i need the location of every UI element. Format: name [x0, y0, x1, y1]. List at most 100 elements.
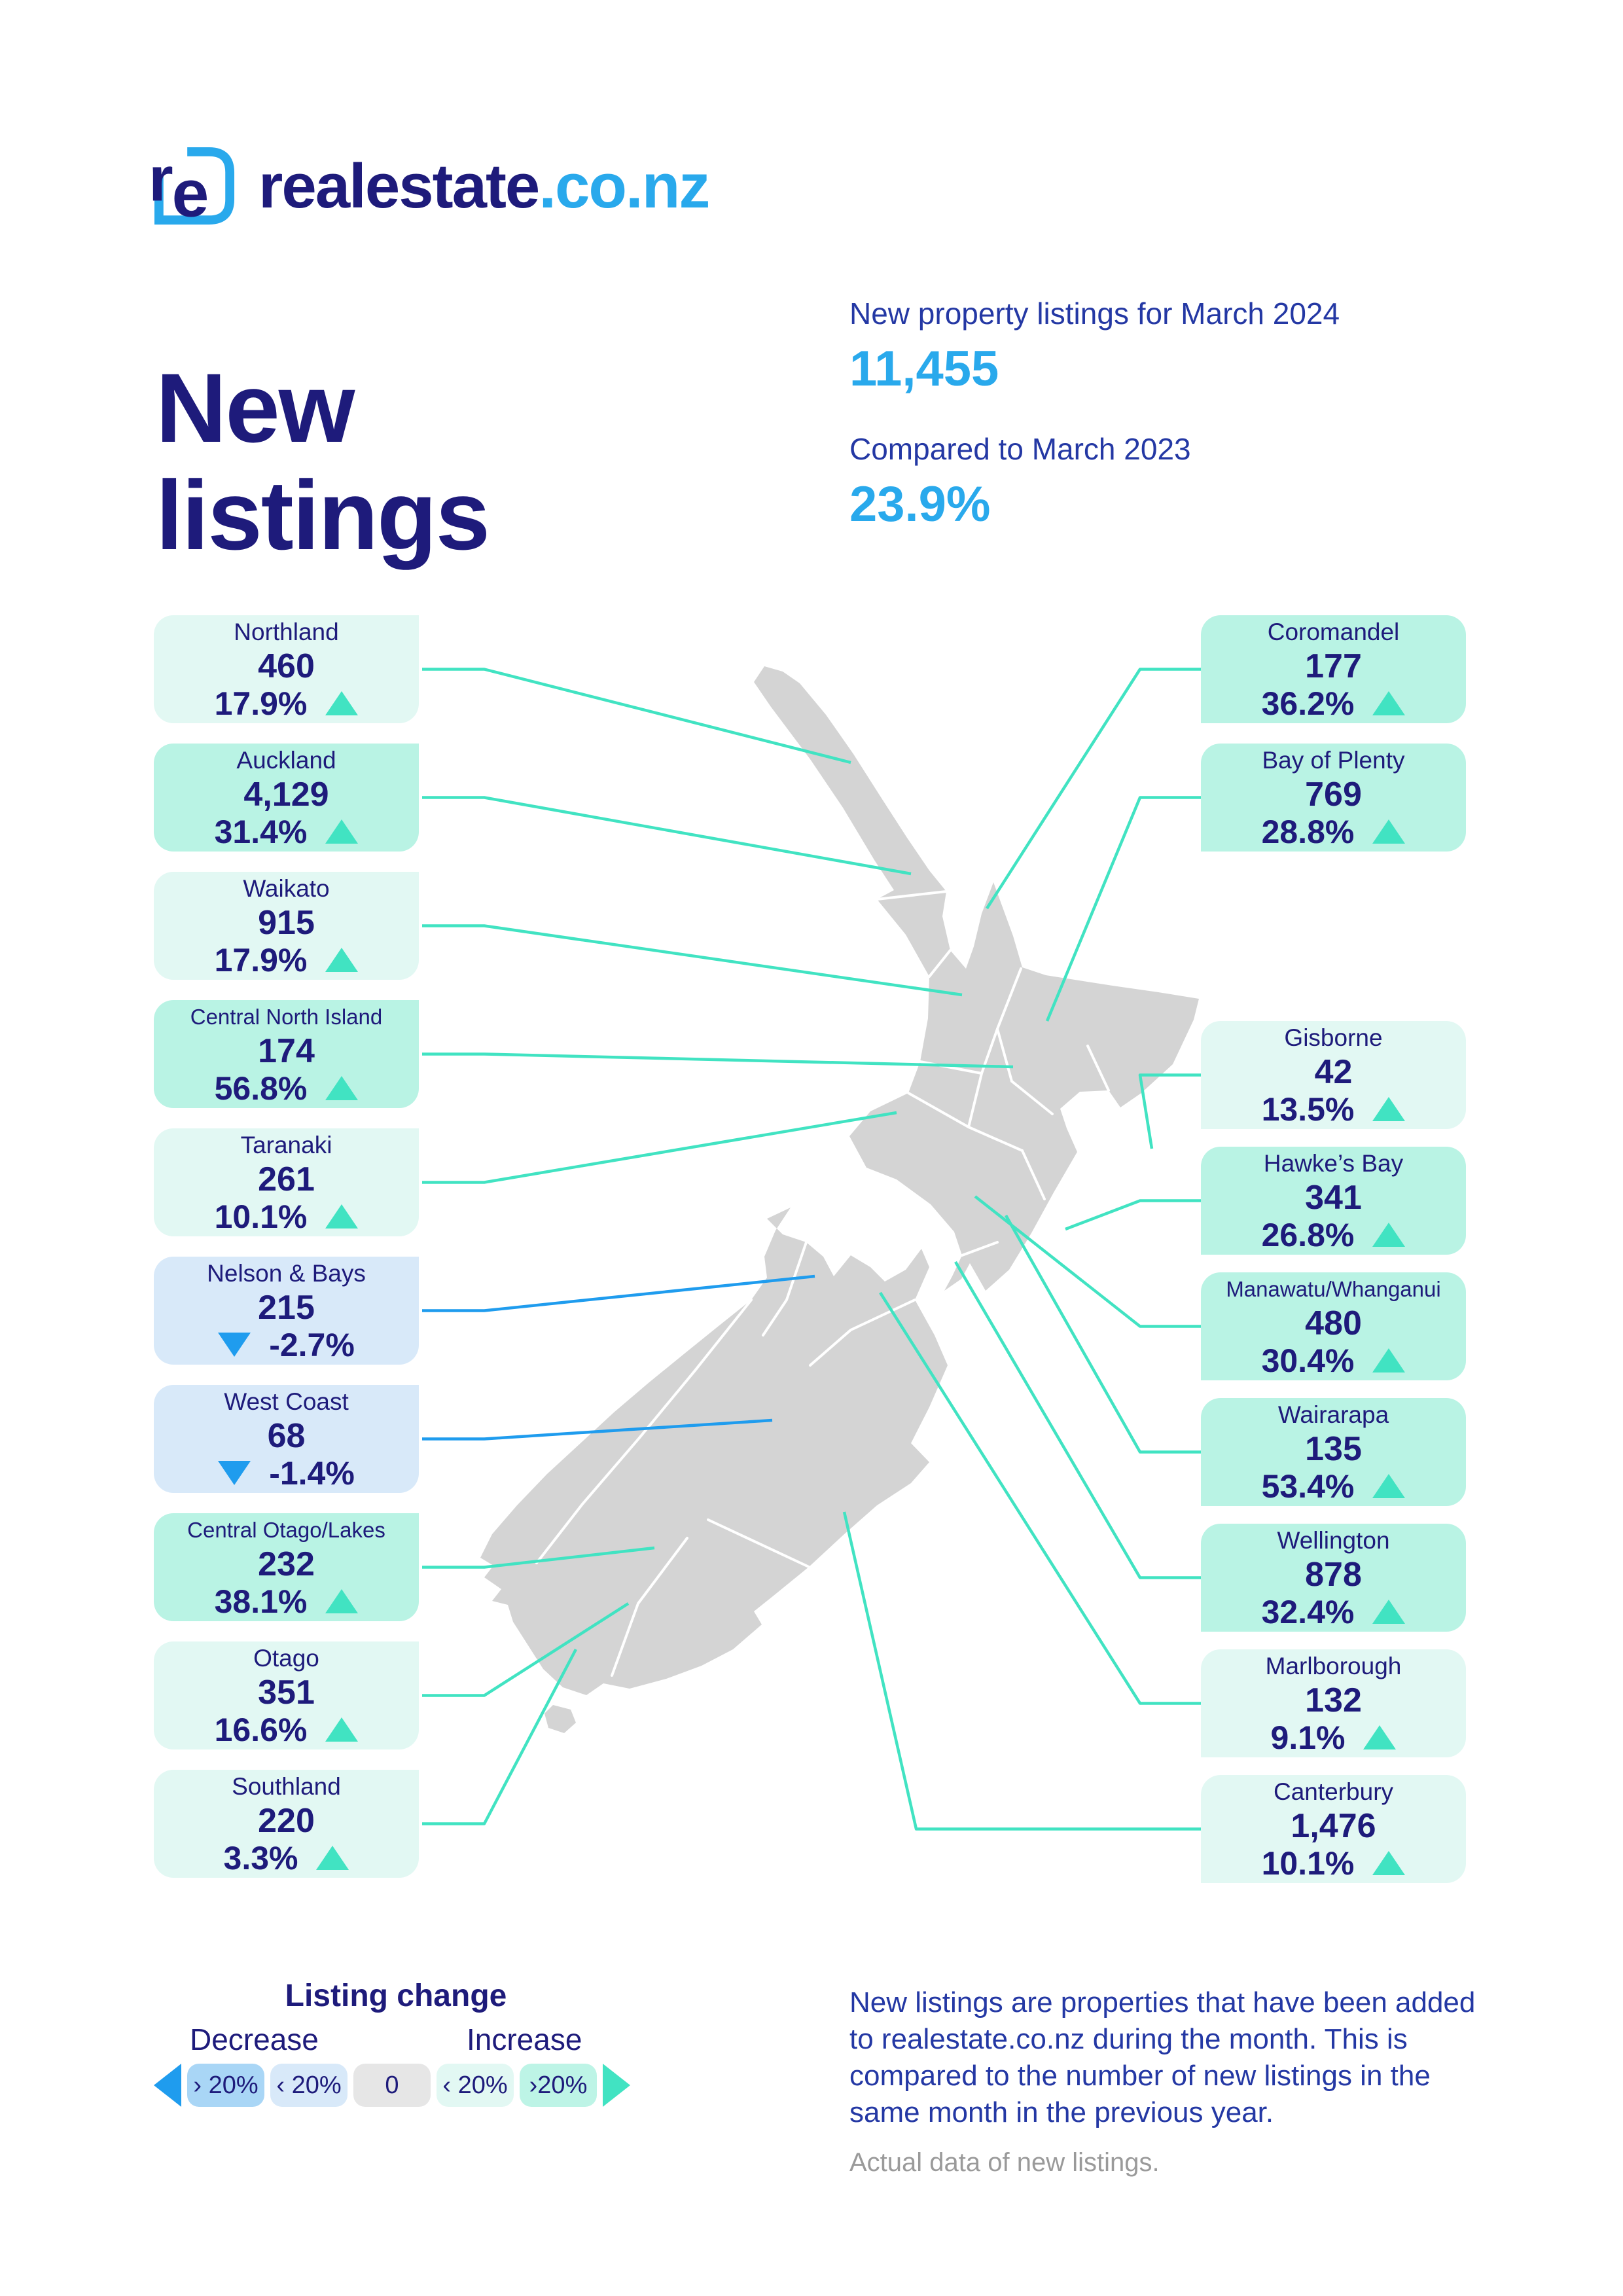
region-card-auckland: Auckland 4,129 31.4%	[154, 744, 419, 852]
region-change-value: 28.8%	[1261, 813, 1355, 850]
region-change-row: 36.2%	[1262, 687, 1406, 721]
region-change-value: 3.3%	[223, 1839, 298, 1876]
region-card-nelson-bays: Nelson & Bays 215 -2.7%	[154, 1257, 419, 1365]
increase-triangle-icon	[1372, 1474, 1406, 1498]
region-change-value: 26.8%	[1261, 1216, 1355, 1253]
region-count: 915	[258, 903, 315, 942]
connector-line	[422, 1546, 655, 1569]
region-change-row: 32.4%	[1262, 1595, 1406, 1629]
region-change-row: 28.8%	[1262, 815, 1406, 849]
region-card-gisborne: Gisborne 42 13.5%	[1201, 1021, 1466, 1129]
stat-new-listings-label: New property listings for March 2024	[849, 296, 1340, 331]
region-card-manawatu-whanganui: Manawatu/Whanganui 480 30.4%	[1201, 1272, 1466, 1380]
region-change-value: 13.5%	[1261, 1090, 1355, 1128]
legend: Listing change Decrease Increase › 20% ‹ …	[154, 1978, 638, 2107]
connector-line	[422, 796, 912, 876]
legend-decrease-label: Decrease	[190, 2022, 319, 2056]
connector-line	[1045, 796, 1201, 1022]
stat-compare-label: Compared to March 2023	[849, 432, 1191, 466]
region-name: Coromandel	[1267, 618, 1400, 645]
region-change-row: 17.9%	[215, 687, 359, 721]
region-name: Taranaki	[240, 1131, 332, 1158]
connector-line	[422, 1274, 815, 1312]
region-count: 480	[1305, 1304, 1362, 1342]
region-name: Central North Island	[190, 1004, 383, 1029]
connector-line	[842, 1511, 1201, 1831]
region-card-northland: Northland 460 17.9%	[154, 615, 419, 723]
region-change-row: 16.6%	[215, 1713, 359, 1747]
footnote-note: Actual data of new listings.	[849, 2148, 1160, 2177]
legend-pill-4: ›20%	[520, 2064, 597, 2107]
stat-compare: Compared to March 2023 23.9%	[849, 431, 1340, 533]
region-count: 460	[258, 647, 315, 685]
legend-title: Listing change	[285, 1979, 507, 2013]
region-count: 42	[1314, 1052, 1353, 1091]
connector-lines	[422, 668, 1201, 1831]
brand-wordmark-main: realestate	[259, 151, 540, 221]
page-title: New listings	[156, 352, 490, 570]
region-change-value: 16.6%	[214, 1711, 308, 1748]
region-name: Canterbury	[1273, 1778, 1394, 1805]
region-card-waikato: Waikato 915 17.9%	[154, 872, 419, 980]
region-card-wellington: Wellington 878 32.4%	[1201, 1524, 1466, 1632]
increase-triangle-icon	[1372, 1851, 1406, 1875]
legend-pill-2: 0	[353, 2064, 431, 2107]
connector-line	[879, 1291, 1201, 1705]
region-card-central-north-island: Central North Island 174 56.8%	[154, 1000, 419, 1108]
connector-line	[422, 668, 851, 764]
region-name: Hawke’s Bay	[1263, 1149, 1404, 1177]
region-change-value: -2.7%	[269, 1326, 355, 1363]
region-change-value: 56.8%	[214, 1069, 308, 1107]
north-island	[754, 666, 1199, 1291]
region-change-row: 30.4%	[1262, 1344, 1406, 1378]
region-card-coromandel: Coromandel 177 36.2%	[1201, 615, 1466, 723]
region-card-canterbury: Canterbury 1,476 10.1%	[1201, 1775, 1466, 1883]
legend-pill-0: › 20%	[187, 2064, 264, 2107]
increase-triangle-icon	[325, 1076, 359, 1100]
connector-line	[1005, 1214, 1201, 1454]
stat-new-listings-value: 11,455	[849, 341, 999, 397]
increase-triangle-icon	[1372, 691, 1406, 715]
region-change-row: 26.8%	[1262, 1218, 1406, 1252]
increase-triangle-icon	[325, 1717, 359, 1742]
region-change-value: -1.4%	[269, 1454, 355, 1492]
increase-triangle-icon	[1372, 1348, 1406, 1372]
region-change-value: 53.4%	[1261, 1467, 1355, 1505]
region-card-otago: Otago 351 16.6%	[154, 1641, 419, 1749]
connector-line	[422, 1648, 577, 1825]
region-change-row: 10.1%	[1262, 1846, 1406, 1880]
region-change-value: 36.2%	[1261, 685, 1355, 722]
increase-triangle-icon	[325, 819, 359, 844]
region-borders	[535, 890, 1110, 1677]
region-count: 878	[1305, 1555, 1362, 1594]
page-title-line1: New	[156, 352, 355, 463]
region-card-southland: Southland 220 3.3%	[154, 1770, 419, 1878]
region-change-row: 13.5%	[1262, 1092, 1406, 1126]
region-count: 232	[258, 1545, 315, 1583]
region-count: 177	[1305, 647, 1362, 685]
brand-logo: r e realestate.co.nz	[149, 145, 710, 231]
region-name: Nelson & Bays	[207, 1259, 366, 1287]
region-card-marlborough: Marlborough 132 9.1%	[1201, 1649, 1466, 1757]
region-change-value: 10.1%	[214, 1198, 308, 1235]
region-name: Wellington	[1277, 1526, 1390, 1554]
page-title-line2: listings	[156, 459, 490, 570]
islands	[480, 666, 1199, 1733]
region-change-row: 31.4%	[215, 815, 359, 849]
region-change-value: 31.4%	[214, 813, 308, 850]
region-count: 4,129	[243, 775, 329, 814]
increase-triangle-icon	[1372, 1223, 1406, 1247]
svg-text:r: r	[152, 145, 173, 215]
region-count: 174	[258, 1031, 315, 1070]
region-change-row: 56.8%	[215, 1071, 359, 1105]
region-card-central-otago-lakes: Central Otago/Lakes 232 38.1%	[154, 1513, 419, 1621]
increase-triangle-icon	[325, 1589, 359, 1613]
region-name: Gisborne	[1284, 1024, 1383, 1051]
decrease-triangle-icon	[218, 1333, 251, 1357]
region-name: Northland	[234, 618, 339, 645]
region-change-row: -2.7%	[218, 1328, 355, 1362]
region-count: 215	[258, 1288, 315, 1327]
region-count: 132	[1305, 1681, 1362, 1719]
